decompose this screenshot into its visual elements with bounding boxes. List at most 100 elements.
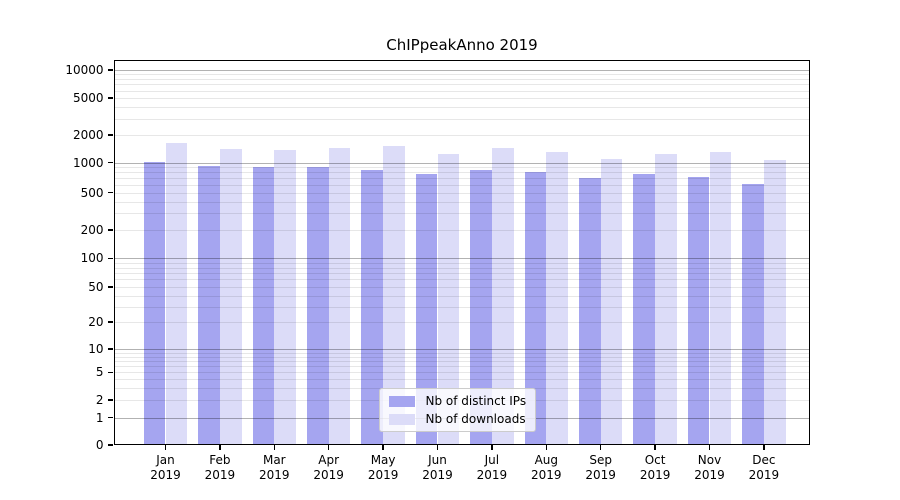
gridline-minor bbox=[113, 178, 810, 180]
gridline-minor bbox=[113, 167, 810, 169]
x-tick-label: Apr 2019 bbox=[299, 453, 359, 483]
bar-nb-of-downloads bbox=[600, 159, 623, 445]
y-tick-mark bbox=[108, 191, 113, 194]
x-tick-label-line: Apr bbox=[318, 453, 340, 467]
x-tick-label-line: Aug bbox=[534, 453, 559, 467]
bar-nb-of-distinct-ips bbox=[524, 172, 547, 445]
y-tick-mark bbox=[108, 348, 113, 350]
x-tick-label-line: 2019 bbox=[422, 468, 453, 482]
gridline-minor bbox=[113, 230, 810, 231]
gridline-minor bbox=[113, 379, 810, 381]
x-tick-label: Jul 2019 bbox=[462, 453, 522, 483]
bar-nb-of-distinct-ips bbox=[578, 178, 601, 445]
x-tick-label-line: 2019 bbox=[585, 468, 616, 482]
gridline-minor bbox=[113, 201, 810, 203]
x-tick-mark bbox=[599, 445, 602, 450]
bar-nb-of-distinct-ips bbox=[633, 173, 656, 445]
plot-area: Nb of distinct IPs Nb of downloads 0 1 2 5 10… bbox=[65, 60, 810, 482]
gridline-minor bbox=[113, 172, 810, 174]
gridline-minor bbox=[113, 306, 810, 308]
gridline-minor bbox=[113, 74, 810, 76]
gridline-minor bbox=[113, 322, 810, 323]
y-tick-mark bbox=[108, 321, 113, 323]
x-tick-label: Oct 2019 bbox=[625, 453, 685, 483]
y-tick-label: 5000 bbox=[72, 90, 104, 105]
x-tick-mark bbox=[327, 445, 330, 450]
y-tick-mark bbox=[108, 444, 113, 446]
x-tick-label: Feb 2019 bbox=[190, 453, 250, 483]
legend-label: Nb of distinct IPs bbox=[425, 394, 527, 408]
y-tick-label: 1000 bbox=[72, 155, 104, 170]
gridline-minor bbox=[113, 356, 810, 358]
bar-nb-of-downloads bbox=[546, 152, 569, 445]
x-tick-mark bbox=[654, 445, 656, 450]
y-tick-mark bbox=[108, 161, 113, 164]
bar-nb-of-downloads bbox=[219, 149, 242, 445]
x-tick-label-line: Nov bbox=[697, 453, 722, 467]
y-tick-mark bbox=[108, 69, 113, 71]
bar-nb-of-downloads bbox=[383, 145, 405, 445]
legend-swatch bbox=[388, 413, 415, 425]
y-tick-label: 20 bbox=[88, 315, 104, 329]
y-tick-mark bbox=[108, 134, 113, 136]
x-tick-mark bbox=[219, 445, 221, 450]
legend-label: Nb of downloads bbox=[425, 412, 526, 426]
bar-nb-of-downloads bbox=[709, 151, 732, 445]
legend-swatch bbox=[388, 395, 415, 407]
x-tick-label-line: 2019 bbox=[531, 468, 562, 482]
bar-nb-of-downloads bbox=[763, 159, 786, 445]
x-tick-label: Sep 2019 bbox=[571, 453, 631, 483]
gridline-minor bbox=[113, 118, 810, 120]
bar-nb-of-distinct-ips bbox=[415, 173, 438, 445]
bar-nb-of-distinct-ips bbox=[252, 167, 275, 445]
x-tick-label: Dec 2019 bbox=[734, 453, 794, 483]
y-tick-label: 200 bbox=[80, 223, 104, 237]
x-tick-label: Mar 2019 bbox=[244, 453, 304, 483]
gridline-major bbox=[113, 258, 810, 260]
gridline-minor bbox=[113, 135, 810, 136]
x-tick-mark bbox=[273, 445, 276, 450]
bar-nb-of-distinct-ips bbox=[470, 169, 492, 445]
y-tick-mark bbox=[108, 416, 113, 419]
y-tick-label: 10000 bbox=[65, 63, 104, 77]
x-tick-label-line: Jan bbox=[156, 453, 175, 467]
x-tick-label-line: 2019 bbox=[150, 468, 181, 482]
x-tick-label-line: 2019 bbox=[313, 468, 344, 482]
gridline-minor bbox=[113, 213, 810, 215]
gridline-minor bbox=[113, 84, 810, 86]
x-tick-mark bbox=[545, 445, 548, 450]
y-tick-mark bbox=[108, 229, 113, 231]
gridline-minor bbox=[113, 192, 810, 194]
x-tick-label-line: Jul bbox=[484, 453, 500, 467]
y-tick-label: 10 bbox=[88, 342, 104, 356]
x-tick-mark bbox=[491, 445, 493, 450]
bar-nb-of-distinct-ips bbox=[198, 165, 220, 445]
gridline-minor bbox=[113, 352, 810, 354]
x-tick-mark bbox=[708, 445, 711, 450]
x-tick-label-line: Oct bbox=[644, 453, 666, 467]
x-tick-label-line: 2019 bbox=[748, 468, 780, 482]
bar-nb-of-downloads bbox=[165, 143, 188, 445]
y-tick-label: 1 bbox=[95, 410, 104, 425]
bar-nb-of-distinct-ips bbox=[742, 184, 764, 445]
x-tick-label-line: Feb bbox=[209, 453, 231, 467]
gridline-minor bbox=[113, 372, 810, 374]
gridline-major bbox=[113, 162, 810, 164]
y-tick-mark bbox=[108, 399, 113, 401]
x-tick-label: Jun 2019 bbox=[408, 453, 468, 483]
x-tick-label-line: Jun bbox=[428, 453, 447, 467]
x-tick-label: May 2019 bbox=[353, 453, 413, 483]
x-tick-label: Jan 2019 bbox=[136, 453, 196, 483]
gridline-minor bbox=[113, 90, 810, 92]
chart-title: ChIPpeakAnno 2019 bbox=[386, 36, 538, 54]
gridline-major bbox=[113, 70, 810, 71]
x-tick-label: Aug 2019 bbox=[516, 453, 576, 483]
x-tick-label-line: 2019 bbox=[367, 468, 399, 482]
bar-nb-of-distinct-ips bbox=[361, 169, 384, 445]
x-tick-mark bbox=[763, 445, 765, 450]
x-tick-mark bbox=[436, 445, 439, 450]
y-tick-mark bbox=[108, 286, 113, 288]
gridline-minor bbox=[113, 262, 810, 264]
bar-nb-of-downloads bbox=[274, 150, 297, 445]
